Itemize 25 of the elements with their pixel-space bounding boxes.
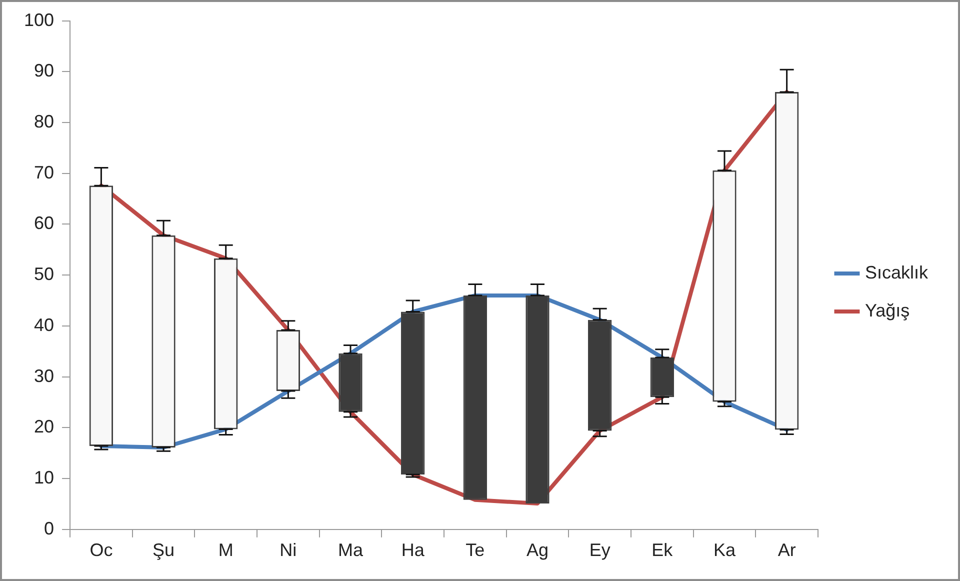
- legend-label: Sıcaklık: [864, 262, 929, 282]
- y-tick-label: 10: [34, 468, 54, 488]
- y-tick-label: 70: [34, 162, 54, 182]
- x-tick-label: Ha: [401, 540, 426, 560]
- y-tick-label: 30: [34, 366, 54, 386]
- y-tick-label: 100: [24, 10, 54, 30]
- y-tick-label: 50: [34, 264, 54, 284]
- y-tick-label: 90: [34, 60, 54, 81]
- y-tick-label: 40: [34, 314, 54, 335]
- x-tick-label: Oc: [90, 540, 113, 560]
- x-tick-label: Ni: [280, 540, 297, 560]
- y-tick-label: 80: [34, 111, 54, 132]
- x-tick-label: Ka: [713, 540, 736, 560]
- x-tick-label: Ar: [778, 540, 796, 560]
- x-tick-label: Ek: [652, 540, 674, 560]
- legend-label: Yağış: [864, 300, 910, 320]
- y-tick-label: 20: [34, 416, 54, 437]
- x-tick-label: Ag: [526, 540, 549, 560]
- x-tick-label: Ey: [589, 540, 610, 560]
- y-tick-label: 60: [34, 213, 54, 234]
- x-tick-label: M: [218, 540, 234, 560]
- x-tick-label: Ma: [338, 540, 364, 560]
- y-tick-label: 0: [44, 518, 54, 538]
- x-tick-label: Şu: [152, 540, 175, 560]
- x-tick-label: Te: [466, 540, 485, 560]
